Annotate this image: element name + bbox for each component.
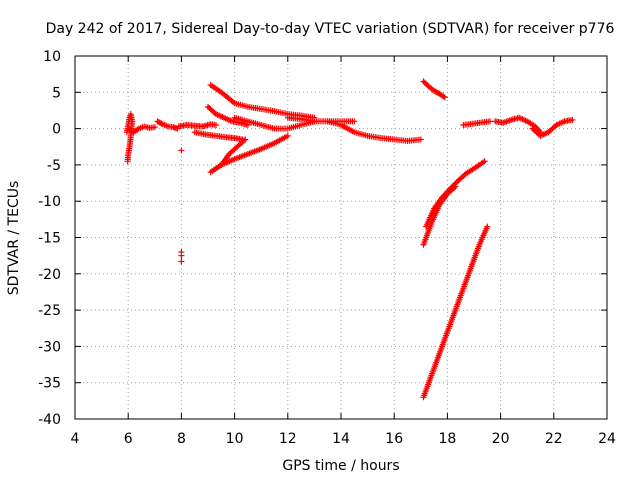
y-tick-label: -40 [38,412,61,428]
y-tick-label: 10 [43,49,61,65]
data-point [178,258,185,265]
x-tick-label: 18 [438,431,456,447]
grid [75,56,607,419]
y-tick-label: -25 [38,303,61,319]
data-point [486,118,493,125]
data-point [452,183,459,190]
y-tick-label: 0 [52,122,61,138]
y-tick-label: -35 [38,376,61,392]
data-point [441,94,448,101]
x-tick-label: 12 [279,431,297,447]
y-tick-label: -20 [38,267,61,283]
x-tick-label: 16 [385,431,403,447]
x-tick-label: 14 [332,431,350,447]
data-point [178,147,185,154]
data-point [178,252,185,259]
y-tick-label: -10 [38,194,61,210]
axis-ticks [74,55,608,420]
data-point [240,137,247,144]
x-tick-label: 24 [598,431,616,447]
data-point [151,124,158,131]
data-point [440,93,447,100]
chart-title: Day 242 of 2017, Sidereal Day-to-day VTE… [46,21,615,37]
tick-labels: 4 6 8 10 12 14 16 18 20 22 24 10 5 0 -5 -10 -15 -20 -25 -30… [38,49,616,447]
data-point [284,132,291,139]
x-tick-label: 8 [177,431,186,447]
data-point [417,136,424,143]
y-axis-title: SDTVAR / TECUs [6,181,22,296]
data-point [351,118,358,125]
x-axis-title: GPS time / hours [282,458,399,474]
data-point [451,184,458,191]
data-point [134,126,141,133]
data-point [124,158,131,165]
data-point [242,136,249,143]
data-point [484,223,491,230]
plot-frame [74,55,608,420]
data-point [212,121,219,128]
x-tick-label: 6 [124,431,133,447]
data-point [158,120,165,127]
x-tick-label: 20 [492,431,510,447]
x-tick-label: 10 [226,431,244,447]
data-points [123,78,576,401]
y-tick-label: 5 [52,85,61,101]
y-tick-label: -5 [47,158,61,174]
data-point [481,158,488,165]
x-tick-label: 22 [545,431,563,447]
x-tick-label: 4 [71,431,80,447]
data-point [569,116,576,123]
y-tick-label: -15 [38,231,61,247]
y-tick-label: -30 [38,339,61,355]
